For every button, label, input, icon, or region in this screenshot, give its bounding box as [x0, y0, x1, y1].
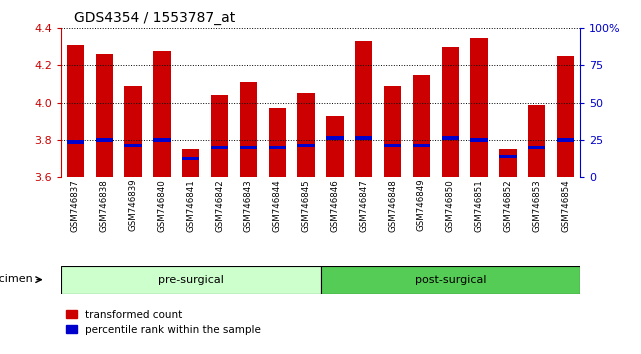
Bar	[499, 155, 517, 158]
Text: specimen: specimen	[0, 274, 33, 284]
Bar	[61, 266, 320, 294]
Bar	[67, 140, 84, 144]
Bar	[557, 138, 574, 142]
Bar	[355, 137, 372, 140]
Bar	[413, 144, 430, 147]
Bar	[557, 56, 574, 177]
Bar	[240, 82, 257, 177]
Text: GSM746854: GSM746854	[561, 179, 570, 232]
Text: GSM746845: GSM746845	[301, 179, 311, 232]
Bar	[182, 149, 199, 177]
Bar	[384, 86, 401, 177]
Bar	[528, 104, 545, 177]
Bar	[269, 108, 286, 177]
Bar	[96, 54, 113, 177]
Bar	[211, 146, 228, 149]
Legend: transformed count, percentile rank within the sample: transformed count, percentile rank withi…	[66, 310, 261, 335]
Bar	[182, 157, 199, 160]
Bar	[153, 138, 171, 142]
Bar	[413, 75, 430, 177]
Bar	[67, 45, 84, 177]
Bar	[528, 146, 545, 149]
Bar	[320, 266, 580, 294]
Bar	[124, 144, 142, 147]
Bar	[442, 137, 459, 140]
Bar	[499, 149, 517, 177]
Text: GSM746841: GSM746841	[186, 179, 196, 232]
Text: pre-surgical: pre-surgical	[158, 275, 224, 285]
Text: GSM746843: GSM746843	[244, 179, 253, 232]
Text: GSM746851: GSM746851	[474, 179, 484, 232]
Bar	[211, 95, 228, 177]
Bar	[269, 146, 286, 149]
Bar	[153, 51, 171, 177]
Bar	[442, 47, 459, 177]
Bar	[297, 93, 315, 177]
Bar	[124, 86, 142, 177]
Bar	[326, 116, 344, 177]
Bar	[96, 138, 113, 142]
Bar	[355, 41, 372, 177]
Text: GSM746853: GSM746853	[532, 179, 542, 232]
Text: post-surgical: post-surgical	[415, 275, 486, 285]
Bar	[297, 144, 315, 147]
Text: GDS4354 / 1553787_at: GDS4354 / 1553787_at	[74, 11, 235, 25]
Bar	[470, 38, 488, 177]
Text: GSM746838: GSM746838	[99, 179, 109, 232]
Text: GSM746849: GSM746849	[417, 179, 426, 232]
Bar	[470, 138, 488, 142]
Text: GSM746840: GSM746840	[157, 179, 167, 232]
Text: GSM746847: GSM746847	[359, 179, 369, 232]
Text: GSM746852: GSM746852	[503, 179, 513, 232]
Text: GSM746848: GSM746848	[388, 179, 397, 232]
Text: GSM746837: GSM746837	[71, 179, 80, 232]
Bar	[240, 146, 257, 149]
Text: GSM746846: GSM746846	[330, 179, 340, 232]
Text: GSM746844: GSM746844	[272, 179, 282, 232]
Bar	[384, 144, 401, 147]
Text: GSM746842: GSM746842	[215, 179, 224, 232]
Text: GSM746839: GSM746839	[128, 179, 138, 232]
Bar	[326, 137, 344, 140]
Text: GSM746850: GSM746850	[445, 179, 455, 232]
